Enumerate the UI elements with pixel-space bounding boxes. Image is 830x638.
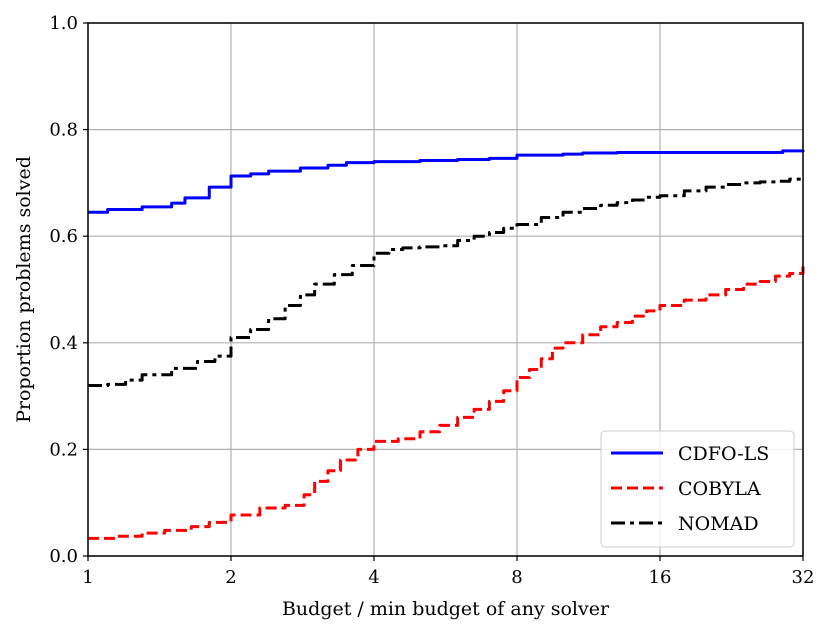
legend-label-cdfo-ls: CDFO-LS (678, 443, 769, 465)
series-line-cdfo-ls (88, 149, 805, 214)
y-axis-label: Proportion problems solved (13, 156, 35, 423)
y-tick-label: 0.0 (49, 546, 78, 567)
x-tick-label: 1 (82, 567, 93, 588)
y-tick-label: 0.6 (49, 226, 78, 247)
legend: CDFO-LS COBYLA NOMAD (600, 430, 795, 548)
x-tick-label: 32 (792, 567, 815, 588)
x-tick-label: 16 (649, 567, 672, 588)
y-tick-label: 0.2 (49, 439, 78, 460)
grid (87, 22, 804, 557)
series-layer (88, 149, 805, 540)
x-tick-label: 4 (368, 567, 379, 588)
y-tick-label: 0.8 (49, 120, 78, 141)
x-tick-label: 2 (225, 567, 236, 588)
y-tick-label: 1.0 (49, 13, 78, 34)
x-tick-label: 8 (511, 567, 522, 588)
legend-label-cobyla: COBYLA (678, 478, 761, 500)
series-line-nomad (88, 177, 805, 387)
legend-label-nomad: NOMAD (678, 513, 759, 535)
x-axis-label: Budget / min budget of any solver (282, 598, 610, 620)
ticks: 1 2 4 8 16 32 0.0 0.2 0.4 0.6 0.8 1.0 (49, 13, 814, 588)
y-tick-label: 0.4 (49, 333, 78, 354)
legend-box (600, 430, 795, 548)
plot-frame (87, 22, 804, 557)
series-line-cobyla (88, 262, 805, 540)
